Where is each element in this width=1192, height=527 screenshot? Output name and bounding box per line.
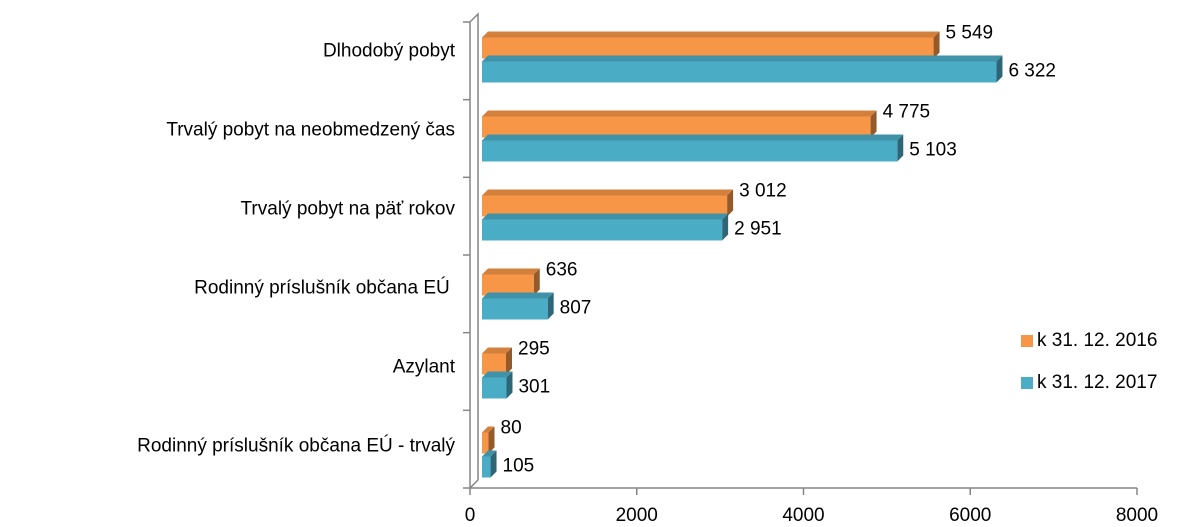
y-tick-label: Trvalý pobyt na päť rokov [241, 199, 456, 220]
x-tick-label: 6000 [949, 505, 991, 526]
bar-group [482, 371, 513, 399]
legend-label: k 31. 12. 2016 [1037, 330, 1157, 351]
bar-top [482, 292, 554, 299]
bar [482, 116, 871, 138]
value-label: 4 775 [883, 102, 931, 123]
bar-top [482, 189, 734, 196]
y-tick-label: Azylant [393, 357, 456, 378]
bar-side [506, 371, 513, 399]
bar [482, 298, 548, 320]
bar-top [482, 213, 729, 220]
value-label: 5 103 [909, 140, 957, 161]
x-tick-label: 8000 [1116, 505, 1158, 526]
bar-top [482, 450, 497, 457]
bar-side [490, 450, 497, 478]
bar [482, 274, 534, 296]
x-tick-label: 4000 [782, 505, 824, 526]
y-tick-label: Trvalý pobyt na neobmedzený čas [166, 120, 455, 141]
bar [482, 353, 507, 375]
bar-side [506, 347, 513, 375]
bar-group [482, 189, 734, 217]
bar [482, 456, 491, 478]
bar [482, 432, 489, 454]
bar-group [482, 426, 495, 454]
y-tick-label: Rodinný príslušník občana EÚ [194, 277, 455, 299]
bar-top [482, 347, 513, 354]
value-label: 6 322 [1008, 61, 1056, 82]
bar-group [482, 292, 554, 320]
value-label: 636 [546, 260, 578, 281]
value-label: 105 [503, 456, 535, 477]
x-tick-label: 0 [465, 505, 476, 526]
bar-group [482, 268, 540, 296]
value-label: 3 012 [739, 181, 787, 202]
axis-frame [469, 12, 1137, 489]
bar [482, 219, 723, 241]
bar-side [533, 268, 540, 296]
bar-top [482, 268, 540, 275]
bar [482, 140, 898, 162]
bar-side [722, 213, 729, 241]
bar-top [482, 31, 940, 38]
y-tick-label: Rodinný príslušník občana EÚ - trvalý [137, 435, 455, 457]
legend-swatch [1021, 335, 1033, 347]
bar-group [482, 450, 497, 478]
bar [482, 37, 934, 59]
legend-label: k 31. 12. 2017 [1037, 372, 1157, 393]
value-label: 2 951 [734, 219, 782, 240]
value-label: 807 [560, 298, 592, 319]
value-label: 80 [501, 418, 522, 439]
bar-side [996, 55, 1003, 83]
bar-side [897, 134, 904, 162]
value-label: 295 [518, 339, 550, 360]
bar-top [482, 55, 1003, 62]
bar-top [482, 134, 904, 141]
bar-side [547, 292, 554, 320]
y-tick-label: Dlhodobý pobyt [323, 41, 456, 62]
bar-side [870, 110, 877, 138]
x-tick-label: 2000 [616, 505, 658, 526]
bar-group [482, 31, 940, 59]
value-label: 301 [518, 377, 550, 398]
bar-side [933, 31, 940, 59]
bar-group [482, 55, 1003, 83]
legend-swatch [1021, 377, 1033, 389]
bar-top [482, 371, 513, 378]
value-label: 5 549 [946, 23, 994, 44]
bar [482, 377, 507, 399]
bar [482, 61, 997, 83]
bar-group [482, 110, 877, 138]
bar-group [482, 347, 513, 375]
bar-side [488, 426, 495, 454]
bar-side [727, 189, 734, 217]
bar-group [482, 134, 904, 162]
bar [482, 195, 728, 217]
bar-top [482, 426, 495, 433]
bar-top [482, 110, 877, 117]
bar-group [482, 213, 729, 241]
